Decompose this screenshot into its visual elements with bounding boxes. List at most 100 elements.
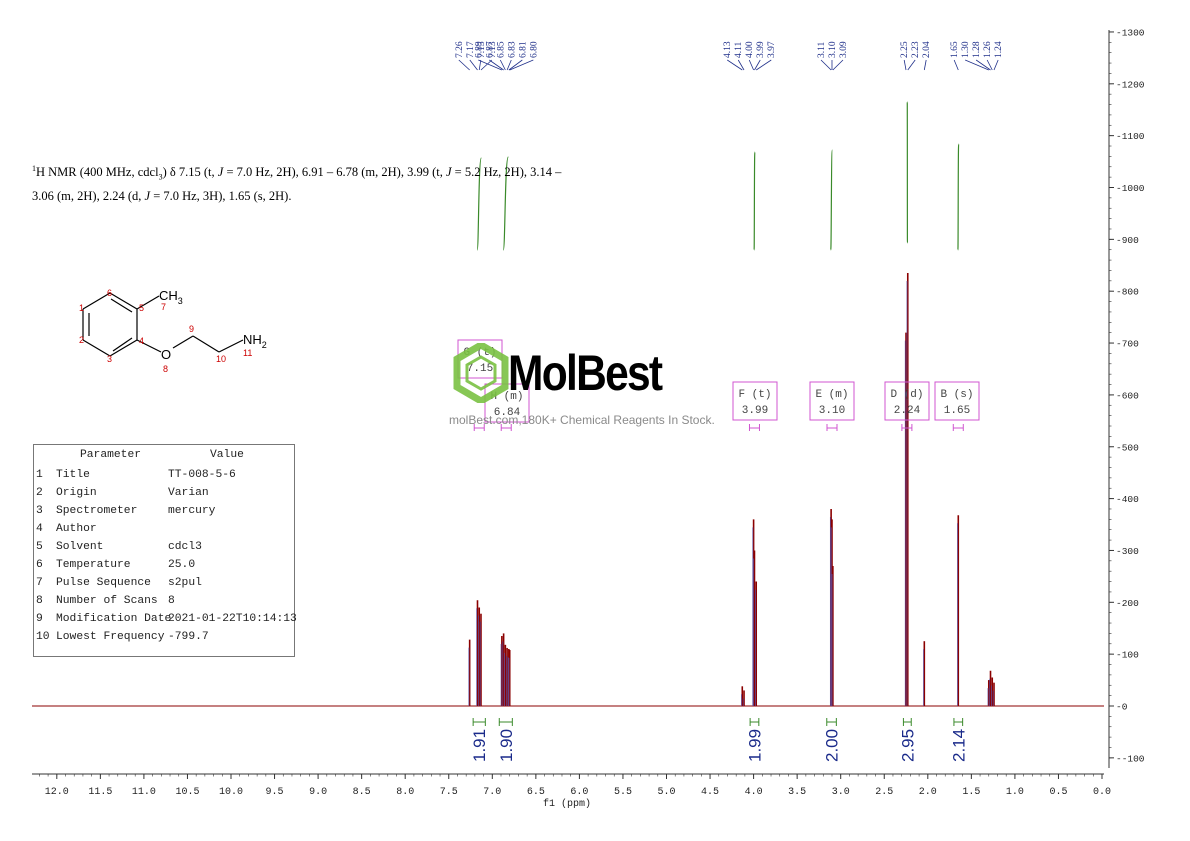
- parameter-row-number: 1: [36, 469, 43, 481]
- parameter-row-number: 4: [36, 523, 43, 535]
- x-tick-label: 3.0: [832, 787, 850, 798]
- x-tick-label: 0.5: [1049, 787, 1067, 798]
- x-tick-label: 8.5: [353, 787, 371, 798]
- y-tick-label: -200: [1116, 598, 1139, 609]
- hexagon-logo-icon: [453, 343, 509, 403]
- atom-number-10: 10: [216, 354, 226, 364]
- multiplet-box: [884, 381, 930, 421]
- parameter-row-value: 25.0: [168, 559, 196, 571]
- y-tick-label: -300: [1116, 546, 1139, 557]
- y-tick-label: -1300: [1116, 27, 1145, 38]
- x-tick-label: 12.0: [45, 787, 69, 798]
- x-tick-label: 11.0: [132, 787, 156, 798]
- integral-curve: [830, 149, 833, 251]
- atom-number-3: 3: [107, 354, 112, 364]
- caption-text-1d: = 5.2 Hz, 2H), 3.14 –: [451, 165, 562, 180]
- parameter-row-number: 6: [36, 559, 43, 571]
- integral-labels: 1.91 1.90 1.99 2.00 2.95 2.14: [470, 718, 968, 762]
- multiplet-shift: 3.10: [819, 405, 845, 417]
- header-value: Value: [210, 449, 244, 461]
- peak-label-leader: [953, 59, 959, 71]
- x-tick-label: 5.5: [614, 787, 632, 798]
- peak-label: 2.23: [911, 41, 921, 58]
- x-tick-label: 9.0: [309, 787, 327, 798]
- parameter-row-number: 2: [36, 487, 43, 499]
- parameter-row-value: -799.7: [168, 631, 209, 643]
- peak-label-leader: [478, 59, 503, 71]
- x-tick-label: 6.0: [570, 787, 588, 798]
- multiplet-box: [809, 381, 855, 421]
- parameter-row-name: Lowest Frequency: [56, 631, 165, 643]
- integral-value: 2.00: [823, 729, 842, 762]
- atom-number-7: 7: [161, 302, 166, 312]
- parameter-row-number: 7: [36, 577, 43, 589]
- parameter-row-name: Spectrometer: [56, 505, 138, 517]
- x-tick-label: 10.0: [219, 787, 243, 798]
- multiplet-box: [732, 381, 778, 421]
- peak-label: 6.81: [518, 41, 528, 58]
- peak-label-leader: [737, 59, 745, 71]
- peak-label: 6.80: [529, 41, 539, 58]
- nh2-label: NH2: [243, 332, 267, 350]
- x-tick-label: 2.5: [875, 787, 893, 798]
- x-tick-label: 4.5: [701, 787, 719, 798]
- peak-label: 3.99: [756, 41, 766, 58]
- parameter-row-name: Modification Date: [56, 613, 172, 625]
- parameter-row-name: Title: [56, 469, 90, 481]
- peak-label-leader: [993, 59, 999, 71]
- x-tick-label: 4.0: [745, 787, 763, 798]
- caption-text-1b: ) δ 7.15 (t,: [162, 165, 218, 180]
- atom-number-1: 1: [79, 303, 84, 313]
- multiplet-label: B (s): [940, 389, 973, 401]
- parameter-row-value: cdcl3: [168, 541, 202, 553]
- caption-j3: J: [144, 188, 151, 203]
- parameter-row-name: Solvent: [56, 541, 104, 553]
- atom-number-9: 9: [189, 324, 194, 334]
- molecule-structure: CH3 O NH2 1 2 3 4 5 6 7 8 9 10 11: [79, 288, 267, 374]
- integral-curve: [753, 151, 756, 251]
- parameter-row-value: mercury: [168, 505, 216, 517]
- parameter-table: Parameter Value 1 Title TT-008-5-6 2 Origin V…: [33, 444, 297, 657]
- x-tick-label: 9.5: [266, 787, 284, 798]
- parameter-row-name: Author: [56, 523, 97, 535]
- peak-label-leader: [832, 59, 844, 71]
- peak-label: 4.11: [734, 41, 744, 58]
- peak-label-leader: [458, 59, 470, 71]
- peak-label-leader: [506, 59, 512, 71]
- y-tick-label: -1000: [1116, 183, 1145, 194]
- caption-j2: J: [445, 165, 452, 180]
- x-tick-label: 7.0: [483, 787, 501, 798]
- caption-j1: J: [217, 165, 224, 180]
- peak-label-leader: [499, 59, 506, 71]
- y-tick-label: -500: [1116, 442, 1139, 453]
- peak-label: 1.26: [983, 41, 993, 58]
- peak-label: 3.10: [828, 41, 838, 58]
- x-tick-label: 1.5: [962, 787, 980, 798]
- x-tick-label: 1.0: [1006, 787, 1024, 798]
- peak-label: 7.15: [477, 41, 487, 58]
- caption-text-1c: = 7.0 Hz, 2H), 6.91 – 6.78 (m, 2H), 3.99…: [223, 165, 446, 180]
- parameter-row-name: Temperature: [56, 559, 131, 571]
- peak-label: 3.09: [839, 41, 849, 58]
- molbest-logo: [453, 343, 509, 403]
- peak-label-leader: [986, 59, 993, 71]
- peak-label: 1.28: [972, 41, 982, 58]
- peak-label-leader: [478, 59, 482, 71]
- peak-label: 3.11: [817, 41, 827, 58]
- atom-number-8: 8: [163, 364, 168, 374]
- peak-label-leader: [727, 59, 743, 71]
- integral-value: 1.91: [470, 729, 489, 762]
- multiplet-shift: 2.24: [894, 405, 921, 417]
- peak-label: 4.13: [723, 41, 733, 58]
- peak-label-leader: [755, 59, 772, 71]
- multiplet-label: F (t): [738, 389, 771, 401]
- atom-number-4: 4: [139, 336, 144, 346]
- peak-label-leader: [754, 59, 761, 71]
- parameter-row-value: 2021-01-22T10:14:13: [168, 613, 297, 625]
- peak-label: 1.24: [994, 41, 1004, 58]
- peak-label-leader: [469, 59, 478, 71]
- peak-label: 3.97: [767, 41, 777, 58]
- ch3-label: CH3: [159, 288, 183, 306]
- y-tick-label: -100: [1116, 650, 1139, 661]
